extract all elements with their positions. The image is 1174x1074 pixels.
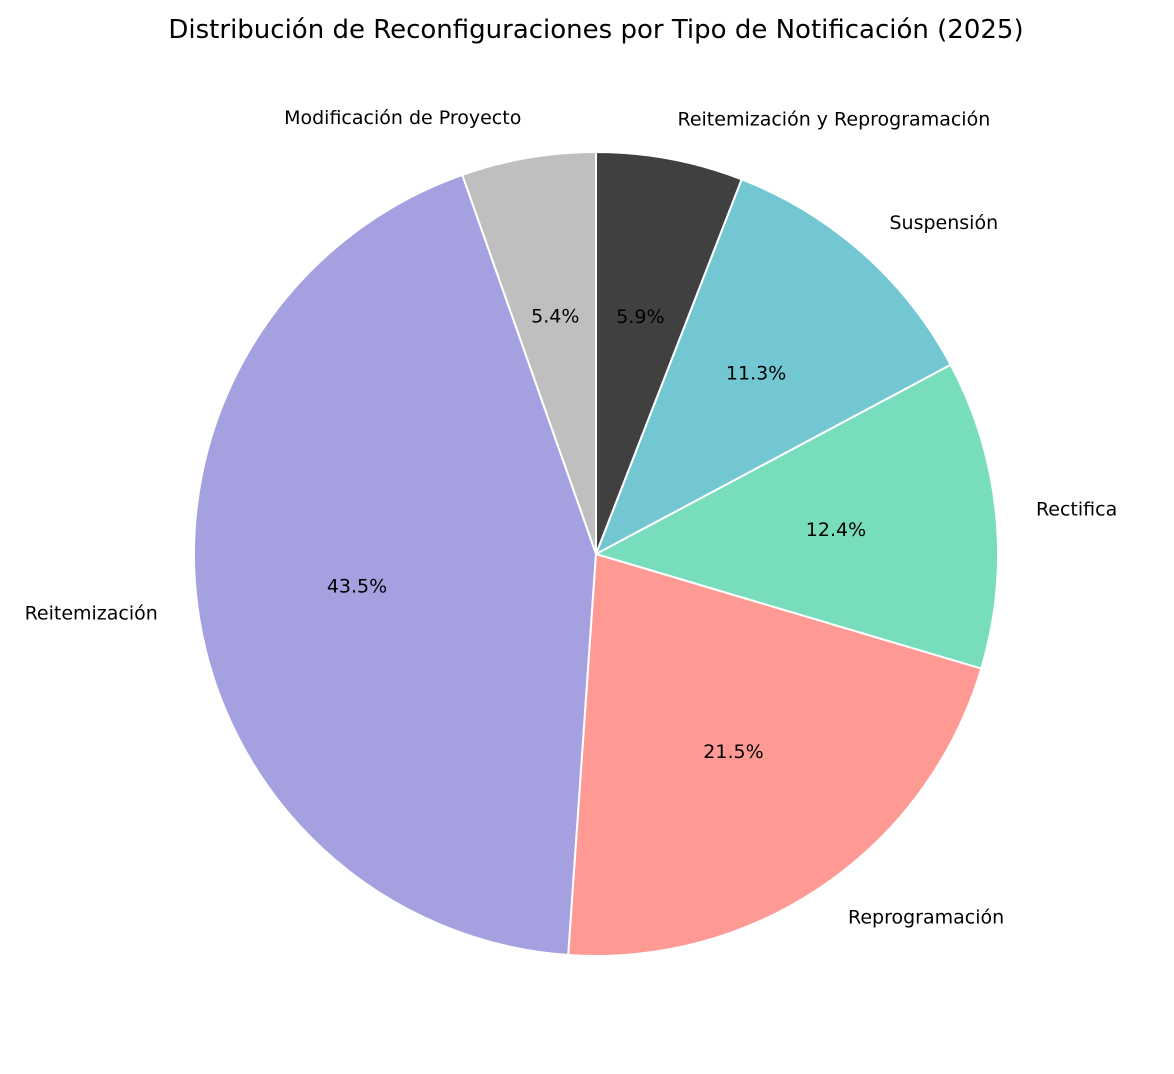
pie-labels: 5.4% Modificación de Proyecto 43.5% Reitemi… — [25, 107, 1118, 928]
pie-pct-label-reitemizacion-y-reprogramacion: 5.9% — [616, 306, 664, 328]
pie-slice-modificacion-de-proyecto — [461, 151, 597, 555]
pie-slice-reitemizacion-y-reprogramacion — [595, 151, 743, 555]
pie-category-label-modificacion-de-proyecto: Modificación de Proyecto — [284, 107, 521, 129]
pie-slices — [193, 151, 999, 957]
pie-category-label-reprogramacion: Reprogramación — [848, 906, 1004, 928]
pie-pct-label-reprogramacion: 21.5% — [703, 741, 763, 763]
pie-slice-reprogramacion — [567, 553, 983, 957]
pie-slice-rectifica — [595, 363, 999, 670]
pie-pct-label-reitemizacion: 43.5% — [327, 575, 387, 597]
pie-pct-label-suspension: 11.3% — [726, 363, 786, 385]
pie-slice-reitemizacion — [193, 173, 597, 957]
pie-pct-label-modificacion-de-proyecto: 5.4% — [531, 305, 579, 327]
pie-category-label-suspension: Suspensión — [889, 212, 998, 234]
pie-category-label-reitemizacion: Reitemización — [25, 603, 158, 625]
chart-title: Distribución de Reconfiguraciones por Ti… — [168, 15, 1023, 45]
pie-slice-suspension — [595, 178, 952, 555]
pie-pct-label-rectifica: 12.4% — [806, 519, 866, 541]
pie-category-label-reitemizacion-y-reprogramacion: Reitemización y Reprogramación — [677, 108, 990, 130]
pie-category-label-rectifica: Rectifica — [1036, 499, 1117, 521]
